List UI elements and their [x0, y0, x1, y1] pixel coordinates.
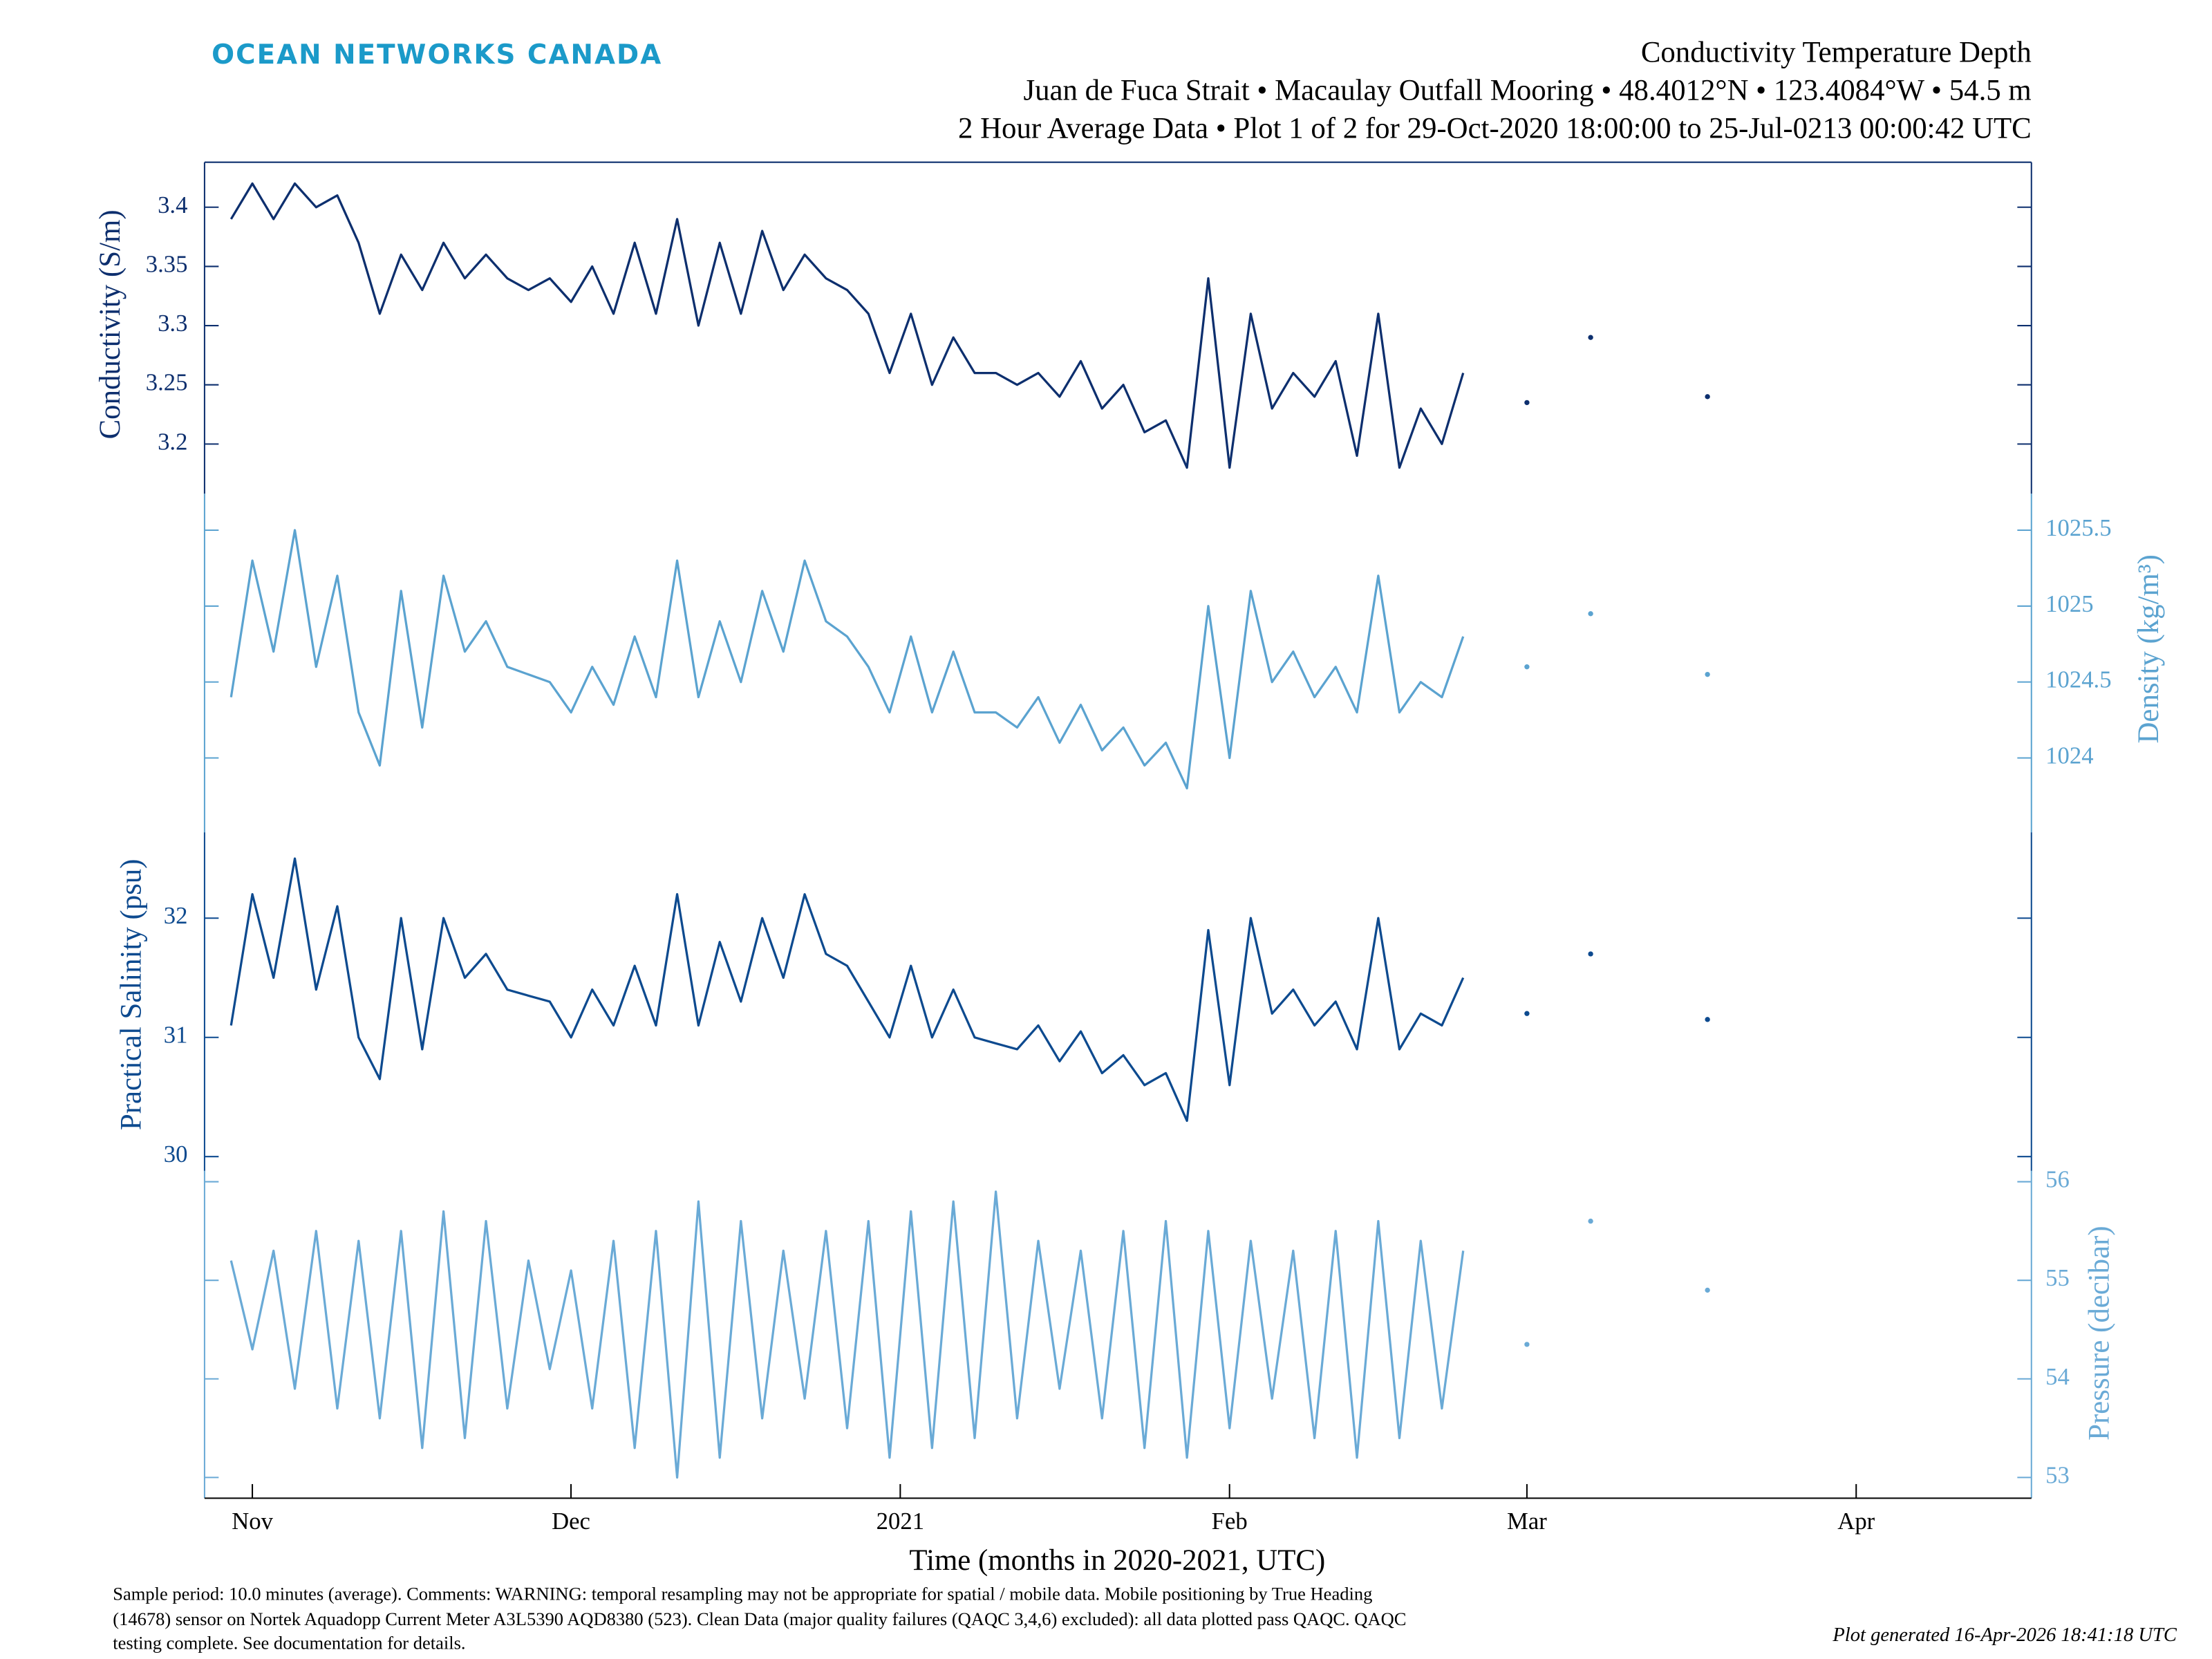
- y-tick-label: 55: [2045, 1264, 2070, 1291]
- y-tick-label: 56: [2045, 1166, 2070, 1193]
- data-line: [229, 857, 1465, 1123]
- data-point: [1524, 1011, 1530, 1016]
- data-point: [1588, 951, 1593, 957]
- y-tick-label: 31: [164, 1022, 188, 1049]
- y-axis-label: Practical Salinity (psu): [115, 859, 148, 1130]
- data-line: [229, 1190, 1465, 1479]
- y-tick-label: 1024: [2045, 742, 2093, 769]
- y-tick-label: 3.2: [158, 428, 187, 455]
- data-point: [1705, 394, 1710, 400]
- y-axis-label: Density (kg/m³): [2133, 554, 2165, 743]
- y-tick-label: 1025.5: [2045, 514, 2111, 541]
- data-point: [1588, 611, 1593, 617]
- x-tick-label: Feb: [1212, 1508, 1248, 1535]
- y-tick-label: 3.3: [158, 310, 187, 337]
- x-axis-label: Time (months in 2020-2021, UTC): [909, 1544, 1325, 1577]
- data-point: [1588, 335, 1593, 340]
- y-tick-label: 1025: [2045, 590, 2093, 617]
- data-point: [1705, 1017, 1710, 1022]
- logo: OCEAN NETWORKS CANADA: [212, 39, 662, 71]
- x-tick-label: 2021: [877, 1508, 924, 1535]
- title: Conductivity Temperature Depth: [1641, 36, 2032, 68]
- y-tick-label: 54: [2045, 1363, 2070, 1390]
- y-tick-label: 3.4: [158, 191, 187, 218]
- y-tick-label: 3.35: [146, 250, 188, 277]
- x-tick-label: Dec: [552, 1508, 590, 1535]
- y-tick-label: 1024.5: [2045, 666, 2111, 693]
- y-tick-label: 3.25: [146, 369, 188, 396]
- footnote: Sample period: 10.0 minutes (average). C…: [113, 1583, 1372, 1604]
- data-point: [1524, 664, 1530, 670]
- data-point: [1524, 400, 1530, 406]
- data-point: [1588, 1218, 1593, 1224]
- data-line: [229, 529, 1465, 790]
- x-tick-label: Apr: [1837, 1508, 1875, 1535]
- x-tick-label: Nov: [232, 1508, 273, 1535]
- generated-note: Plot generated 16-Apr-2026 18:41:18 UTC: [1832, 1624, 2177, 1646]
- x-tick-label: Mar: [1507, 1508, 1547, 1535]
- y-axis-label: Pressure (decibar): [2083, 1226, 2116, 1440]
- y-tick-label: 30: [164, 1141, 188, 1168]
- y-tick-label: 32: [164, 902, 188, 929]
- footnote: (14678) sensor on Nortek Aquadopp Curren…: [113, 1609, 1406, 1629]
- footnote: testing complete. See documentation for …: [113, 1633, 465, 1653]
- data-line: [229, 182, 1465, 469]
- data-point: [1524, 1342, 1530, 1347]
- y-axis-label: Conductivity (S/m): [94, 209, 126, 439]
- subtitle: 2 Hour Average Data • Plot 1 of 2 for 29…: [958, 113, 2032, 145]
- subtitle: Juan de Fuca Strait • Macaulay Outfall M…: [1023, 75, 2031, 107]
- y-tick-label: 53: [2045, 1461, 2070, 1488]
- data-point: [1705, 671, 1710, 677]
- data-point: [1705, 1287, 1710, 1293]
